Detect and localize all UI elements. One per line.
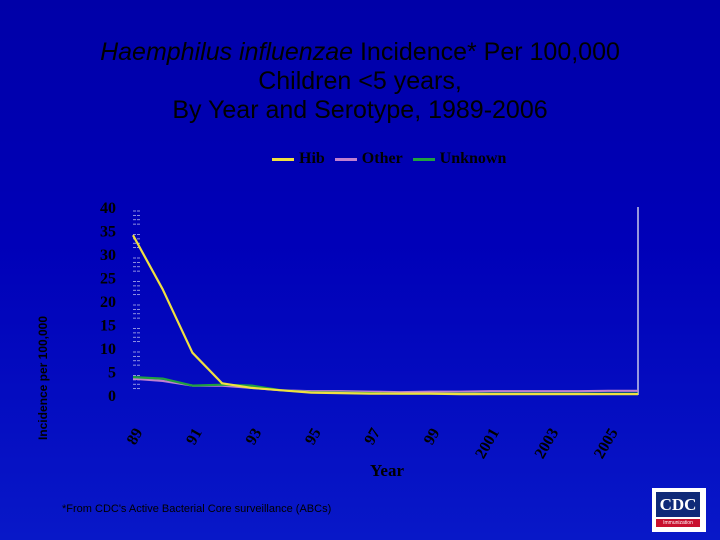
x-tick-label: 2001: [472, 426, 503, 462]
y-tick-label: 40: [100, 200, 116, 217]
x-tick-label: 2005: [591, 426, 622, 462]
y-tick-label: 30: [100, 247, 116, 264]
legend-item-unknown: Unknown: [412, 150, 507, 168]
x-tick-label: 99: [421, 426, 444, 448]
title-line-1: Haemphilus influenzae Incidence* Per 100…: [0, 38, 720, 67]
y-tick-label: 0: [108, 388, 116, 405]
x-tick-label: 91: [183, 426, 206, 448]
x-tick-label: 93: [243, 426, 266, 448]
legend-swatch-other: [334, 157, 357, 161]
cdc-logo-text: CDC: [656, 492, 700, 517]
legend-swatch-unknown: [412, 157, 435, 161]
x-tick-label: 95: [302, 426, 325, 448]
legend-label-other: Other: [361, 150, 403, 167]
legend-swatch-hib: [272, 157, 294, 161]
y-tick-label: 20: [100, 294, 116, 311]
title-italic: Haemphilus influenzae: [100, 38, 354, 66]
y-tick-label: 25: [100, 271, 116, 288]
series-line-hib: [132, 234, 638, 396]
y-tick-label: 35: [100, 224, 116, 241]
legend: Hib Other Unknown: [272, 149, 510, 169]
legend-item-hib: Hib: [272, 150, 325, 168]
legend-label-unknown: Unknown: [439, 150, 507, 167]
footnote: *From CDC's Active Bacterial Core survei…: [62, 503, 332, 515]
title-line-3: By Year and Serotype, 1989-2006: [172, 96, 548, 124]
legend-item-other: Other: [334, 150, 403, 168]
title-line-1-rest: Incidence* Per 100,000: [353, 38, 620, 66]
x-axis-label: Year: [370, 461, 404, 480]
cdc-logo: CDC Immunization: [652, 488, 706, 532]
y-tick-label: 10: [100, 341, 116, 358]
x-tick-label: 97: [361, 426, 384, 448]
cdc-logo-bar: Immunization: [656, 519, 700, 527]
legend-label-hib: Hib: [299, 150, 325, 167]
title-line-2: Children <5 years,: [258, 67, 462, 95]
x-tick-label: 2003: [532, 426, 563, 462]
y-tick-label: 5: [108, 365, 116, 382]
x-tick-label: 89: [124, 426, 147, 448]
y-tick-label: 15: [100, 318, 116, 335]
chart-title: Haemphilus influenzae Incidence* Per 100…: [0, 38, 720, 125]
